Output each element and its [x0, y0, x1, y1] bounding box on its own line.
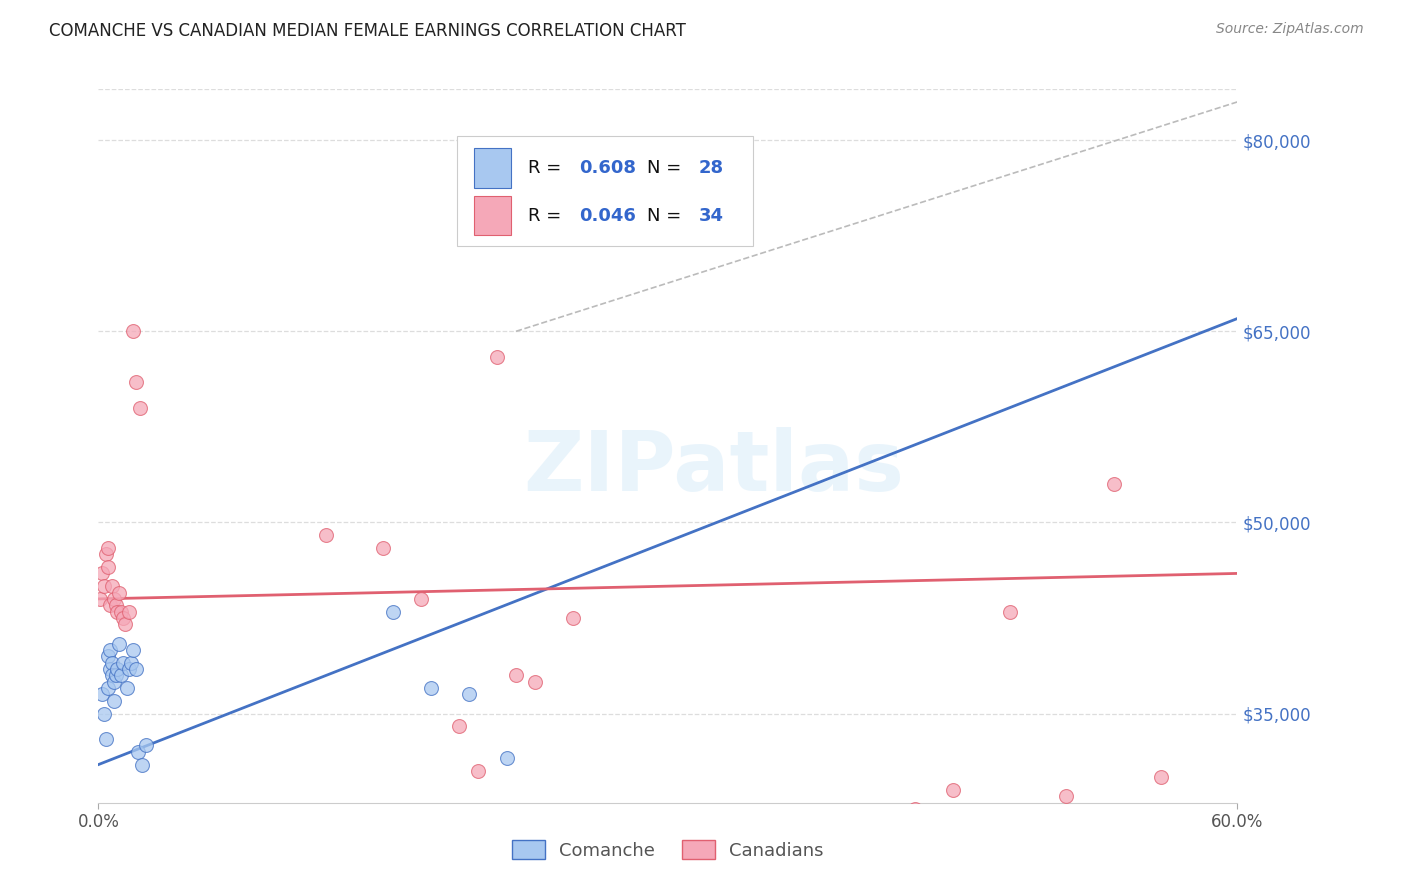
Point	[100, 668, 122, 682]
Text: 28: 28	[699, 159, 724, 177]
Point	[118, 605, 141, 619]
Point	[121, 643, 143, 657]
Point	[114, 617, 136, 632]
Point	[120, 656, 142, 670]
Point	[135, 739, 157, 753]
Point	[110, 668, 132, 682]
Point	[381, 605, 404, 619]
Point	[110, 605, 132, 619]
Point	[98, 662, 121, 676]
Point	[115, 681, 138, 695]
Text: N =: N =	[647, 207, 688, 225]
Text: 0.608: 0.608	[579, 159, 636, 177]
Text: N =: N =	[647, 159, 688, 177]
Point	[524, 674, 547, 689]
Point	[91, 688, 114, 702]
Point	[103, 591, 125, 606]
Text: R =: R =	[527, 159, 567, 177]
Point	[371, 541, 394, 555]
Point	[104, 668, 127, 682]
Point	[121, 324, 143, 338]
Point	[486, 350, 509, 364]
Point	[94, 732, 117, 747]
FancyBboxPatch shape	[457, 136, 754, 246]
Point	[1102, 477, 1125, 491]
Point	[108, 585, 131, 599]
Point	[97, 541, 120, 555]
Text: 34: 34	[699, 207, 724, 225]
Point	[118, 662, 141, 676]
Point	[93, 706, 115, 721]
Point	[97, 681, 120, 695]
Point	[904, 802, 927, 816]
Point	[108, 636, 131, 650]
Point	[103, 694, 125, 708]
Point	[100, 656, 122, 670]
Point	[457, 688, 479, 702]
Point	[127, 745, 149, 759]
Point	[100, 579, 122, 593]
Legend: Comanche, Canadians: Comanche, Canadians	[505, 833, 831, 867]
Point	[495, 751, 517, 765]
Text: Source: ZipAtlas.com: Source: ZipAtlas.com	[1216, 22, 1364, 37]
Point	[112, 611, 135, 625]
Text: COMANCHE VS CANADIAN MEDIAN FEMALE EARNINGS CORRELATION CHART: COMANCHE VS CANADIAN MEDIAN FEMALE EARNI…	[49, 22, 686, 40]
Text: 0.046: 0.046	[579, 207, 636, 225]
Point	[449, 719, 471, 733]
Text: R =: R =	[527, 207, 567, 225]
Point	[89, 591, 111, 606]
Point	[125, 376, 148, 390]
Point	[94, 547, 117, 561]
Bar	[474, 196, 510, 235]
Point	[93, 579, 115, 593]
Point	[107, 605, 129, 619]
Point	[1056, 789, 1078, 804]
Point	[103, 674, 125, 689]
Point	[125, 662, 148, 676]
Bar	[474, 148, 510, 187]
Point	[97, 560, 120, 574]
Point	[98, 599, 121, 613]
Point	[1150, 770, 1173, 784]
Point	[419, 681, 441, 695]
Point	[505, 668, 527, 682]
Point	[129, 401, 152, 415]
Point	[97, 649, 120, 664]
Point	[98, 643, 121, 657]
Point	[107, 662, 129, 676]
Point	[467, 764, 489, 778]
Point	[104, 599, 127, 613]
Point	[411, 591, 433, 606]
Point	[112, 656, 135, 670]
Point	[562, 611, 585, 625]
Point	[91, 566, 114, 581]
Text: ZIPatlas: ZIPatlas	[523, 427, 904, 508]
Point	[315, 528, 337, 542]
Point	[131, 757, 153, 772]
Point	[942, 783, 965, 797]
Point	[998, 605, 1021, 619]
